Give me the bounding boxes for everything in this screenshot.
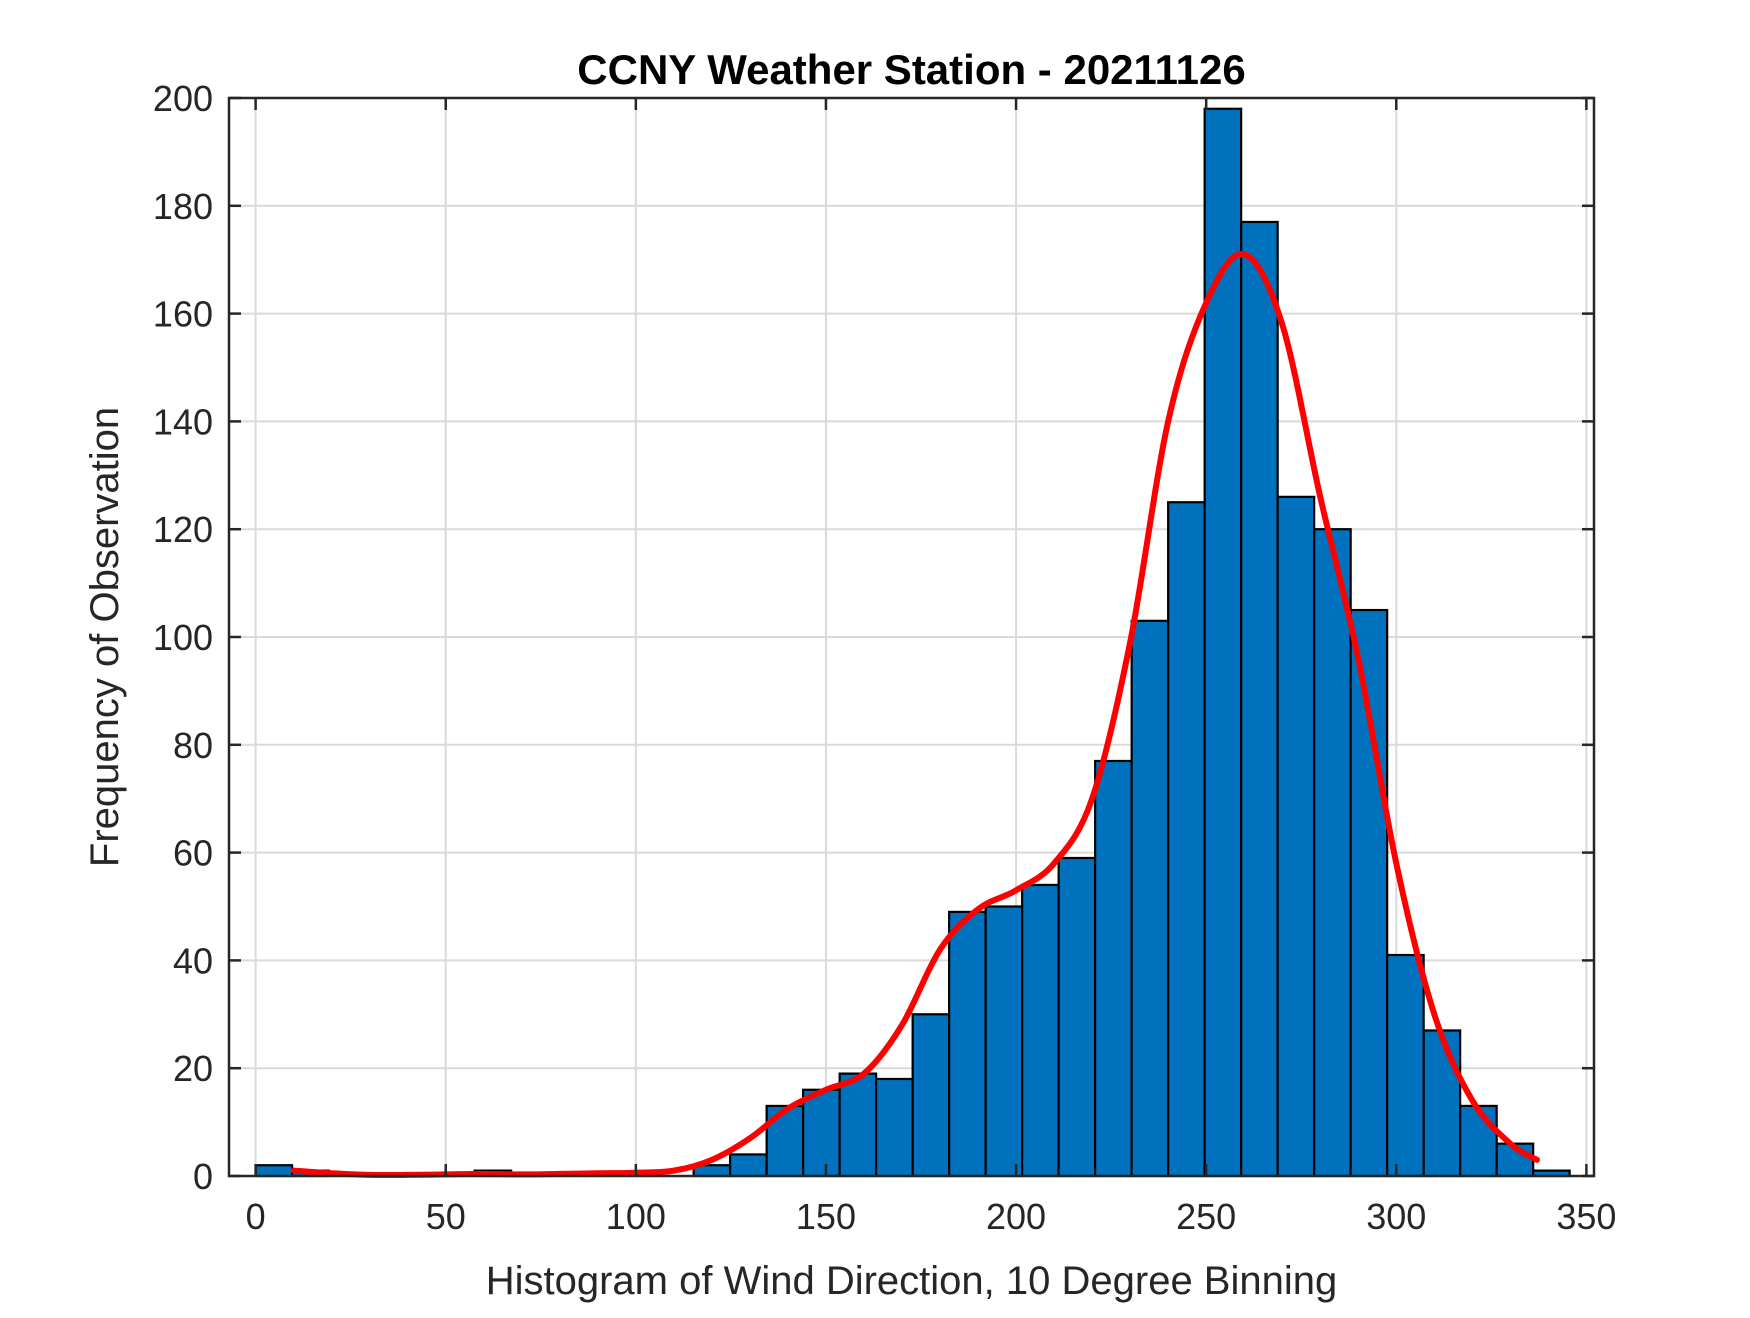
y-tick-label: 160 bbox=[153, 294, 213, 335]
x-tick-label: 0 bbox=[246, 1196, 266, 1237]
x-tick-label: 50 bbox=[426, 1196, 466, 1237]
histogram-bar bbox=[1094, 759, 1133, 1178]
x-tick-label: 350 bbox=[1556, 1196, 1616, 1237]
chart-title: CCNY Weather Station - 20211126 bbox=[577, 46, 1245, 93]
y-tick-label: 140 bbox=[153, 401, 213, 442]
histogram-bar bbox=[765, 1104, 805, 1178]
fit-curve-line bbox=[290, 251, 1540, 1179]
histogram-bar bbox=[1240, 220, 1279, 1178]
histogram-bar bbox=[1313, 528, 1352, 1178]
histogram-bar bbox=[729, 1153, 768, 1178]
histogram-bar bbox=[1057, 856, 1097, 1178]
histogram-bar bbox=[911, 1013, 951, 1178]
tick-labels: 0 50 100 150 200 250 300 350 0 20 40 60 80 100 120 140 1… bbox=[153, 78, 1617, 1237]
histogram-bar bbox=[1349, 608, 1389, 1178]
axis-ticks bbox=[229, 96, 1594, 1178]
y-tick-label: 80 bbox=[173, 725, 213, 766]
histogram-bars bbox=[254, 107, 1571, 1178]
histogram-bar bbox=[948, 910, 987, 1178]
x-tick-label: 250 bbox=[1176, 1196, 1236, 1237]
y-tick-label: 120 bbox=[153, 509, 213, 550]
x-tick-label: 300 bbox=[1366, 1196, 1426, 1237]
histogram-bar bbox=[1459, 1104, 1498, 1178]
histogram-bar bbox=[1422, 1029, 1462, 1178]
x-tick-label: 150 bbox=[796, 1196, 856, 1237]
histogram-bar bbox=[1276, 495, 1316, 1178]
y-tick-label: 0 bbox=[193, 1156, 213, 1197]
histogram-bar bbox=[875, 1077, 914, 1178]
x-tick-label: 100 bbox=[606, 1196, 666, 1237]
histogram-bar bbox=[1021, 883, 1060, 1178]
y-tick-label: 100 bbox=[153, 617, 213, 658]
histogram-bar bbox=[1386, 953, 1425, 1178]
x-tick-label: 200 bbox=[986, 1196, 1046, 1237]
histogram-bar bbox=[1130, 619, 1170, 1178]
y-tick-label: 40 bbox=[173, 940, 213, 981]
y-tick-label: 200 bbox=[153, 78, 213, 119]
y-tick-label: 60 bbox=[173, 833, 213, 874]
histogram-bar bbox=[254, 1164, 294, 1178]
histogram-bar bbox=[984, 905, 1024, 1178]
y-tick-label: 180 bbox=[153, 186, 213, 227]
histogram-bar bbox=[838, 1072, 878, 1178]
histogram-bar bbox=[802, 1088, 841, 1178]
histogram-bar bbox=[1167, 501, 1206, 1178]
x-axis-label: Histogram of Wind Direction, 10 Degree B… bbox=[486, 1259, 1338, 1303]
y-tick-label: 20 bbox=[173, 1048, 213, 1089]
y-axis-label: Frequency of Observation bbox=[83, 407, 127, 867]
